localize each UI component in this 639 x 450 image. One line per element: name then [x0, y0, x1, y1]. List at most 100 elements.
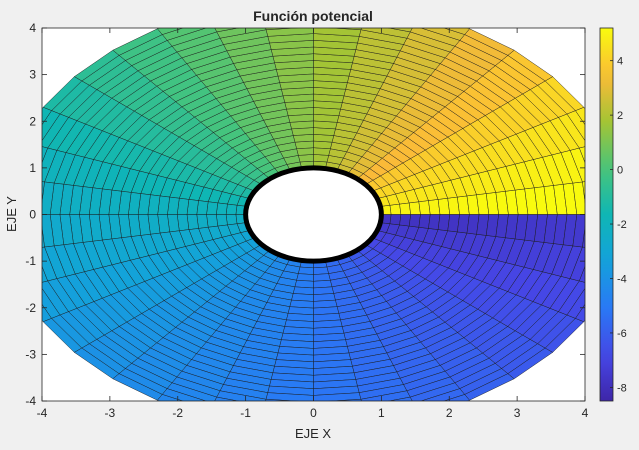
- mesh-cell: [313, 147, 331, 156]
- mesh-cell: [611, 177, 625, 214]
- x-tick-label: 4: [582, 406, 589, 420]
- mesh-cell: [265, 28, 299, 30]
- y-tick-label: -1: [25, 254, 36, 268]
- mesh-cell: [579, 146, 585, 164]
- cylinder-boundary: [243, 165, 384, 264]
- colorbar-tick-label: 4: [617, 56, 623, 68]
- mesh-cell: [296, 147, 314, 156]
- mesh-cell: [558, 280, 585, 316]
- mesh-cell: [207, 410, 261, 426]
- mesh-cell: [166, 382, 218, 401]
- mesh-cell: [265, 399, 299, 401]
- mesh-cell: [399, 202, 411, 215]
- colorbar: -8 -6 -4 -2 0 2 4: [599, 27, 627, 402]
- mesh-cell: [263, 406, 314, 416]
- y-tick-label: 2: [29, 114, 36, 128]
- y-axis-ticks: -4 -3 -2 -1 0 1 2 3 4: [25, 21, 585, 408]
- x-tick-label: 0: [310, 406, 317, 420]
- mesh-cell: [42, 147, 58, 183]
- mesh-cell: [157, 394, 184, 401]
- mesh-cell: [313, 154, 329, 163]
- x-tick-label: 2: [446, 406, 453, 420]
- mesh-cell: [298, 266, 314, 275]
- y-tick-label: 4: [29, 21, 36, 35]
- colorbar-tick-label: 0: [617, 165, 623, 177]
- mesh-cell: [206, 214, 219, 228]
- mesh-cell: [313, 266, 329, 275]
- y-tick-label: 0: [29, 208, 36, 222]
- x-tick-label: 1: [378, 406, 385, 420]
- mesh-cell: [225, 203, 238, 215]
- mesh-cell: [42, 113, 69, 149]
- y-tick-label: -4: [25, 394, 36, 408]
- y-tick-label: -3: [25, 347, 36, 361]
- surface-mesh: [6, 3, 625, 426]
- mesh-cell: [313, 273, 331, 282]
- y-tick-label: -2: [25, 301, 36, 315]
- mesh-cell: [389, 214, 402, 226]
- x-tick-label: 3: [514, 406, 521, 420]
- mesh-cell: [389, 203, 402, 215]
- mesh-cell: [387, 28, 413, 33]
- y-tick-label: 1: [29, 161, 36, 175]
- mesh-cell: [399, 214, 411, 227]
- colorbar-tick-label: -6: [617, 328, 627, 340]
- mesh-cell: [42, 181, 45, 204]
- mesh-cell: [314, 406, 365, 416]
- mesh-cell: [328, 399, 362, 401]
- mesh-cell: [6, 141, 29, 178]
- mesh-cell: [42, 181, 55, 215]
- mesh-cell: [216, 390, 267, 401]
- mesh-cell: [313, 28, 362, 37]
- mesh-cell: [582, 225, 585, 248]
- mesh-cell: [360, 28, 411, 39]
- mesh-cell: [210, 403, 263, 419]
- mesh-cell: [572, 214, 585, 248]
- mesh-cell: [314, 412, 367, 422]
- mesh-cell: [206, 201, 219, 215]
- chart-title: Función potencial: [253, 8, 373, 24]
- x-tick-label: -3: [105, 406, 116, 420]
- mesh-cell: [408, 201, 421, 215]
- y-tick-label: 3: [29, 68, 36, 82]
- cylinder-circle: [243, 165, 384, 264]
- x-tick-label: -4: [37, 406, 48, 420]
- x-axis-ticks: -4 -3 -2 -1 0 1 2 3 4: [37, 28, 589, 420]
- mesh-cell: [443, 28, 470, 35]
- colorbar-tick-label: -4: [617, 273, 627, 285]
- mesh-cell: [216, 202, 228, 215]
- mesh-cell: [408, 214, 421, 228]
- mesh-cell: [364, 403, 417, 419]
- mesh-cell: [42, 265, 48, 283]
- mesh-cell: [409, 28, 461, 47]
- mesh-cell: [225, 214, 238, 226]
- colorbar-tick-label: 2: [617, 110, 623, 122]
- mesh-cell: [296, 273, 314, 282]
- mesh-cell: [366, 3, 420, 19]
- colorbar-gradient: [599, 27, 614, 402]
- mesh-cell: [42, 146, 48, 164]
- mesh-cell: [265, 392, 314, 401]
- mesh-cell: [261, 412, 314, 422]
- colorbar-tick-label: -2: [617, 219, 627, 231]
- mesh-cell: [214, 28, 240, 33]
- x-axis-label: EJE X: [295, 426, 331, 441]
- mesh-cell: [328, 28, 362, 30]
- mesh-cell: [366, 410, 420, 426]
- mesh-cell: [42, 225, 45, 248]
- mesh-cell: [214, 396, 240, 401]
- mesh-cell: [569, 246, 585, 282]
- y-axis-label: EJE Y: [4, 196, 19, 232]
- mesh-cell: [579, 265, 585, 283]
- mesh-cell: [42, 106, 52, 126]
- x-tick-label: -2: [172, 406, 183, 420]
- mesh-cell: [575, 303, 585, 323]
- x-tick-label: -1: [240, 406, 251, 420]
- mesh-cell: [387, 396, 413, 401]
- mesh-cell: [582, 181, 585, 204]
- mesh-cell: [298, 154, 314, 163]
- colorbar-tick-label: -8: [617, 382, 627, 394]
- mesh-cell: [216, 214, 228, 227]
